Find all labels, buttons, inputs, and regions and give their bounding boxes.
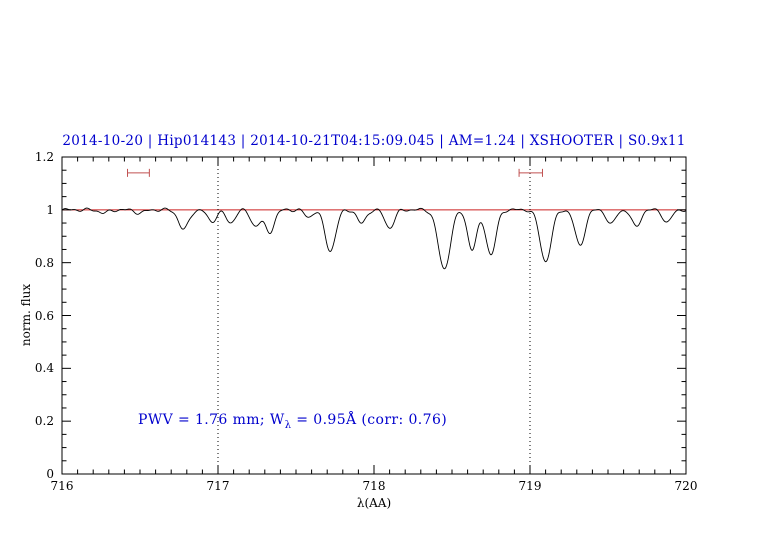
x-axis-label: λ(AA) [356, 496, 392, 510]
y-axis-label: norm. flux [19, 283, 33, 347]
pwv-annotation-subscript: λ [284, 419, 292, 431]
x-tick-label: 717 [206, 479, 230, 493]
y-tick-label: 0.4 [34, 361, 54, 376]
pwv-annotation-suffix: = 0.95Å (corr: 0.76) [291, 412, 448, 428]
y-tick-label: 0.6 [34, 308, 54, 323]
x-tick-label: 719 [518, 479, 542, 493]
y-tick-label: 0.2 [34, 414, 54, 429]
pwv-annotation: PWV = 1.76 mm; Wλ = 0.95Å (corr: 0.76) [138, 412, 447, 431]
x-tick-label: 718 [362, 479, 386, 493]
y-tick-label: 0.8 [34, 255, 54, 270]
pwv-annotation-prefix: PWV = 1.76 mm; W [138, 412, 285, 428]
plot-frame [61, 156, 687, 475]
y-tick-label: 1 [46, 202, 54, 217]
x-tick-label: 720 [674, 479, 698, 493]
plot-title: 2014-10-20 | Hip014143 | 2014-10-21T04:1… [62, 133, 686, 149]
x-tick-label: 716 [50, 479, 74, 493]
y-tick-label: 0 [46, 467, 54, 481]
spectrum-line [61, 207, 687, 270]
y-tick-label: 1.2 [34, 150, 54, 164]
